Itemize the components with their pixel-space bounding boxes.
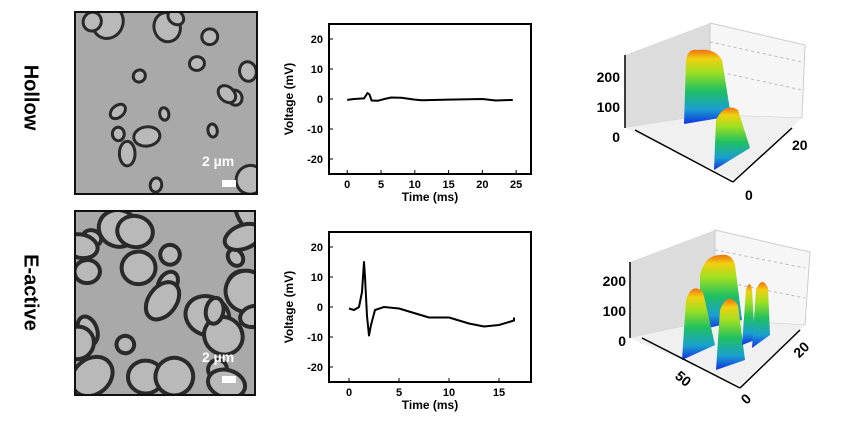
scale-bar <box>222 376 236 383</box>
y-tick-label: 0 <box>317 94 323 106</box>
x-tick-label: 15 <box>493 387 505 399</box>
axon-myelin <box>115 213 155 250</box>
y-tick-label: -20 <box>307 362 323 374</box>
axon-myelin <box>131 68 147 84</box>
z-tick-label: 0 <box>618 333 626 349</box>
x-axis-label: Time (ms) <box>402 398 458 412</box>
voltage-trace <box>348 261 515 337</box>
axon-myelin <box>238 60 256 83</box>
surface-plot-hollow: 0 100 200 0 20 <box>597 22 808 203</box>
z-tick-label: 200 <box>597 69 621 85</box>
y-tick-label: -10 <box>307 332 323 344</box>
surface-peak <box>684 49 730 124</box>
axon-myelin <box>148 176 164 193</box>
axon-myelin <box>114 333 137 356</box>
micrograph-e-active: 2 µm <box>74 210 256 396</box>
axon-myelin <box>143 280 182 322</box>
axon-myelin <box>76 354 115 394</box>
axon-myelin <box>153 355 196 394</box>
axon-myelin <box>202 314 245 357</box>
y-axis-label: Voltage (mV) <box>282 271 296 343</box>
z-tick-label: 200 <box>603 273 627 289</box>
axon-myelin <box>238 303 254 330</box>
y-axis-label: Voltage (mV) <box>282 63 296 135</box>
axon-myelin <box>76 232 100 261</box>
y-tick-label: 20 <box>792 137 808 153</box>
surface-peak <box>752 281 770 348</box>
x-tick-label: 10 <box>443 387 455 399</box>
y-tick-label: 20 <box>790 338 812 360</box>
axon-myelin <box>132 125 162 148</box>
surface-plot-e-active: 0 100 200 50 0 20 <box>603 229 813 407</box>
axon-myelin <box>158 242 182 267</box>
y-tick-label: 0 <box>737 390 754 407</box>
y-tick-label: 20 <box>311 242 323 254</box>
surface-peak <box>714 107 750 170</box>
surface-peak <box>742 284 755 345</box>
x-tick-label: 25 <box>510 179 522 191</box>
x-axis-label: Time (ms) <box>402 190 458 204</box>
axon-myelin <box>110 125 126 143</box>
y-tick-label: 10 <box>311 64 323 76</box>
axon-myelin <box>222 221 254 252</box>
y-tick-label: 0 <box>745 187 753 203</box>
y-tick-label: -20 <box>307 154 323 166</box>
voltage-chart-0: 0 5 10 15 20 25 -20 -10 0 10 20 Time (ms) Voltage (m… <box>282 23 532 204</box>
axon-myelin <box>117 139 137 168</box>
x-tick-label: 20 <box>476 179 488 191</box>
axon-myelin <box>166 13 186 27</box>
x-tick-label: 50 <box>672 367 694 389</box>
floor <box>625 115 802 180</box>
z-tick-label: 100 <box>603 303 627 319</box>
axon-myelin <box>81 13 103 33</box>
x-tick-label: 5 <box>396 387 402 399</box>
axon-myelin <box>206 122 219 139</box>
y-tick-label: 20 <box>311 34 323 46</box>
surface-peak <box>682 288 715 360</box>
axon-myelin <box>234 163 256 193</box>
scale-bar <box>222 180 236 187</box>
axon-myelin <box>76 258 102 286</box>
axon-myelin <box>216 84 238 105</box>
z-tick-label: 0 <box>612 129 620 145</box>
z-tick-label: 100 <box>597 99 621 115</box>
x-tick-label: 5 <box>378 179 384 191</box>
x-tick-label: 15 <box>442 179 454 191</box>
scale-label: 2 µm <box>202 153 235 169</box>
x-tick-label: 10 <box>409 179 421 191</box>
voltage-trace <box>347 92 513 102</box>
y-tick-label: 10 <box>311 272 323 284</box>
y-tick-label: -10 <box>307 124 323 136</box>
micrograph-hollow: 2 µm <box>74 11 258 195</box>
x-tick-label: 0 <box>344 179 350 191</box>
axon-myelin <box>203 295 226 326</box>
surface-peak <box>716 298 745 370</box>
voltage-chart-1: 0 5 10 15 -20 -10 0 10 20 Time (ms) Voltage (mV) <box>282 231 532 412</box>
x-tick-label: 0 <box>346 387 352 399</box>
axon-myelin <box>76 324 96 362</box>
y-tick-label: 0 <box>317 302 323 314</box>
axon-myelin <box>158 106 171 122</box>
axon-myelin <box>187 55 206 72</box>
axon-myelin <box>108 102 127 121</box>
axon-myelin <box>200 27 220 47</box>
scale-label: 2 µm <box>202 349 235 365</box>
axon-myelin <box>119 249 158 287</box>
axon-myelin <box>223 268 254 314</box>
